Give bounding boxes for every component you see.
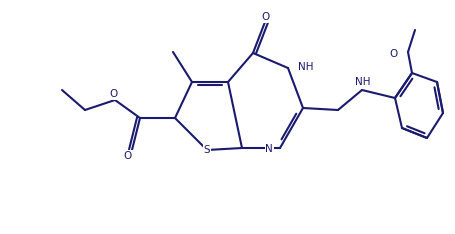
Text: N: N <box>265 144 273 154</box>
Text: O: O <box>109 89 117 99</box>
Text: S: S <box>204 145 210 155</box>
Text: NH: NH <box>355 77 371 87</box>
Text: O: O <box>390 49 398 59</box>
Text: NH: NH <box>298 62 313 72</box>
Text: O: O <box>124 151 132 161</box>
Text: O: O <box>262 12 270 22</box>
